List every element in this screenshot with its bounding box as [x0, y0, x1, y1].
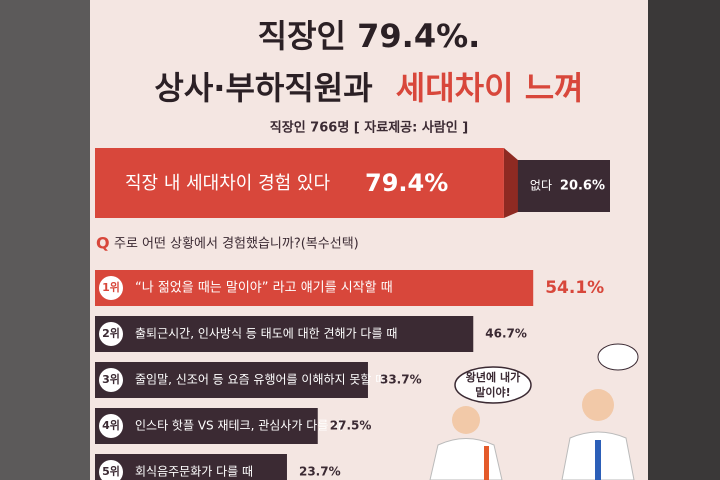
head	[452, 406, 480, 434]
bar-label: 없다	[530, 179, 552, 193]
title-highlight: 세대차이 느껴	[396, 69, 584, 107]
rank-badge	[99, 414, 123, 438]
tie	[484, 446, 489, 480]
rank-label: 5위	[102, 465, 120, 478]
bar	[95, 454, 287, 480]
title-line1: 직장인 79.4%.	[258, 17, 481, 55]
panel	[90, 0, 648, 480]
bar-label: 줄임말, 신조어 등 요즘 유행어를 이해하지 못할 때	[135, 372, 386, 387]
bubble-text: 왕년에 내가	[466, 370, 520, 384]
value-label: 33.7%	[380, 373, 422, 387]
question: 주로 어떤 상황에서 경험했습니까?(복수선택)	[114, 236, 359, 252]
bar-shade	[503, 148, 518, 218]
rank-badge	[99, 460, 123, 480]
tie	[595, 440, 601, 480]
bar	[95, 408, 318, 444]
value-label: 27.5%	[330, 419, 372, 433]
bar	[503, 160, 610, 212]
bar-label: 출퇴근시간, 인사방식 등 태도에 대한 견해가 다를 때	[135, 327, 397, 341]
title-line2: 상사·부하직원과 세대차이 느껴	[154, 69, 583, 107]
bar	[95, 148, 504, 218]
value-label: 79.4%	[365, 169, 448, 197]
head	[582, 389, 614, 421]
rank-label: 3위	[102, 373, 120, 386]
rank-badge	[99, 368, 123, 392]
rank-label: 4위	[102, 419, 120, 432]
bar-label: 회식음주문화가 다를 때	[135, 465, 253, 479]
source: 직장인 766명 [ 자료제공: 사람인 ]	[270, 120, 468, 136]
value-label: 54.1%	[545, 278, 604, 298]
title-part: 상사·부하직원과	[154, 69, 372, 107]
rank-badge	[99, 276, 123, 300]
bubble-text: 말이야!	[475, 385, 510, 399]
value-label: 23.7%	[299, 465, 341, 479]
photo-right	[648, 0, 720, 480]
bar-label: 직장 내 세대차이 경험 있다	[125, 173, 330, 194]
bar	[95, 316, 474, 352]
thought-bubble	[597, 343, 639, 371]
body	[429, 438, 503, 480]
bar-label: “나 젊었을 때는 말이야” 라고 얘기를 시작할 때	[135, 281, 393, 296]
photo-left	[0, 0, 90, 480]
rank-label: 1위	[102, 281, 120, 294]
rank-badge	[99, 322, 123, 346]
value-label: 20.6%	[560, 179, 605, 194]
value-label: 46.7%	[485, 327, 527, 341]
speech-bubble	[454, 366, 532, 404]
bar	[95, 362, 368, 398]
question-prefix: Q	[96, 234, 110, 253]
rank-label: 2위	[102, 327, 120, 340]
bar-label: 인스타 핫플 VS 재테크, 관심사가 다를 때	[135, 419, 343, 433]
illustration: 왕년에 내가 말이야!	[429, 343, 639, 480]
bar	[95, 270, 534, 306]
